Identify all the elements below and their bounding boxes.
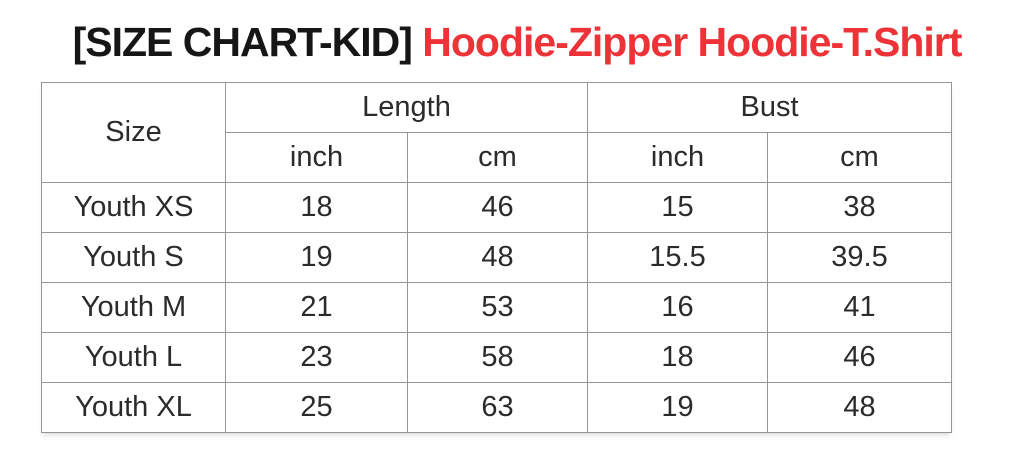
value-cell: 58 — [406, 332, 589, 383]
value-cell: 23 — [225, 332, 408, 383]
value-cell: 15 — [587, 182, 769, 233]
value-cell: 18 — [587, 332, 769, 383]
value-cell: 48 — [406, 232, 589, 283]
header-bust-cm: cm — [767, 132, 953, 183]
value-cell: 41 — [767, 282, 953, 333]
value-cell: 48 — [767, 382, 953, 433]
value-cell: 46 — [767, 332, 953, 383]
value-cell: 53 — [406, 282, 589, 333]
table-row: Youth S 19 48 15.5 39.5 — [41, 232, 953, 283]
size-cell: Youth XL — [41, 382, 226, 433]
size-cell: Youth M — [41, 282, 226, 333]
value-cell: 18 — [225, 182, 408, 233]
header-size: Size — [41, 82, 226, 183]
value-cell: 15.5 — [587, 232, 769, 283]
value-cell: 16 — [587, 282, 769, 333]
table-row: Youth XS 18 46 15 38 — [41, 182, 953, 233]
header-row-groups: Size Length Bust — [41, 82, 953, 183]
value-cell: 39.5 — [767, 232, 953, 283]
value-cell: 46 — [406, 182, 589, 233]
header-length-cm: cm — [406, 132, 589, 183]
size-cell: Youth S — [41, 232, 226, 283]
page-title: [SIZE CHART-KID] Hoodie-Zipper Hoodie-T.… — [0, 0, 1034, 67]
size-cell: Youth L — [41, 332, 226, 383]
table-row: Youth L 23 58 18 46 — [41, 332, 953, 383]
header-bust: Bust — [587, 82, 953, 133]
table-row: Youth XL 25 63 19 48 — [41, 382, 953, 433]
size-cell: Youth XS — [41, 182, 226, 233]
table-row: Youth M 21 53 16 41 — [41, 282, 953, 333]
header-length-inch: inch — [225, 132, 408, 183]
value-cell: 21 — [225, 282, 408, 333]
value-cell: 19 — [225, 232, 408, 283]
value-cell: 63 — [406, 382, 589, 433]
size-chart-table: Size Length Bust inch cm inch cm Youth X… — [41, 82, 953, 433]
value-cell: 19 — [587, 382, 769, 433]
value-cell: 38 — [767, 182, 953, 233]
title-black-part: [SIZE CHART-KID] — [72, 19, 423, 65]
title-red-part: Hoodie-Zipper Hoodie-T.Shirt — [422, 19, 962, 65]
header-row-units: inch cm inch cm — [42, 132, 953, 183]
header-length: Length — [224, 82, 589, 133]
header-bust-inch: inch — [587, 132, 769, 183]
value-cell: 25 — [225, 382, 408, 433]
